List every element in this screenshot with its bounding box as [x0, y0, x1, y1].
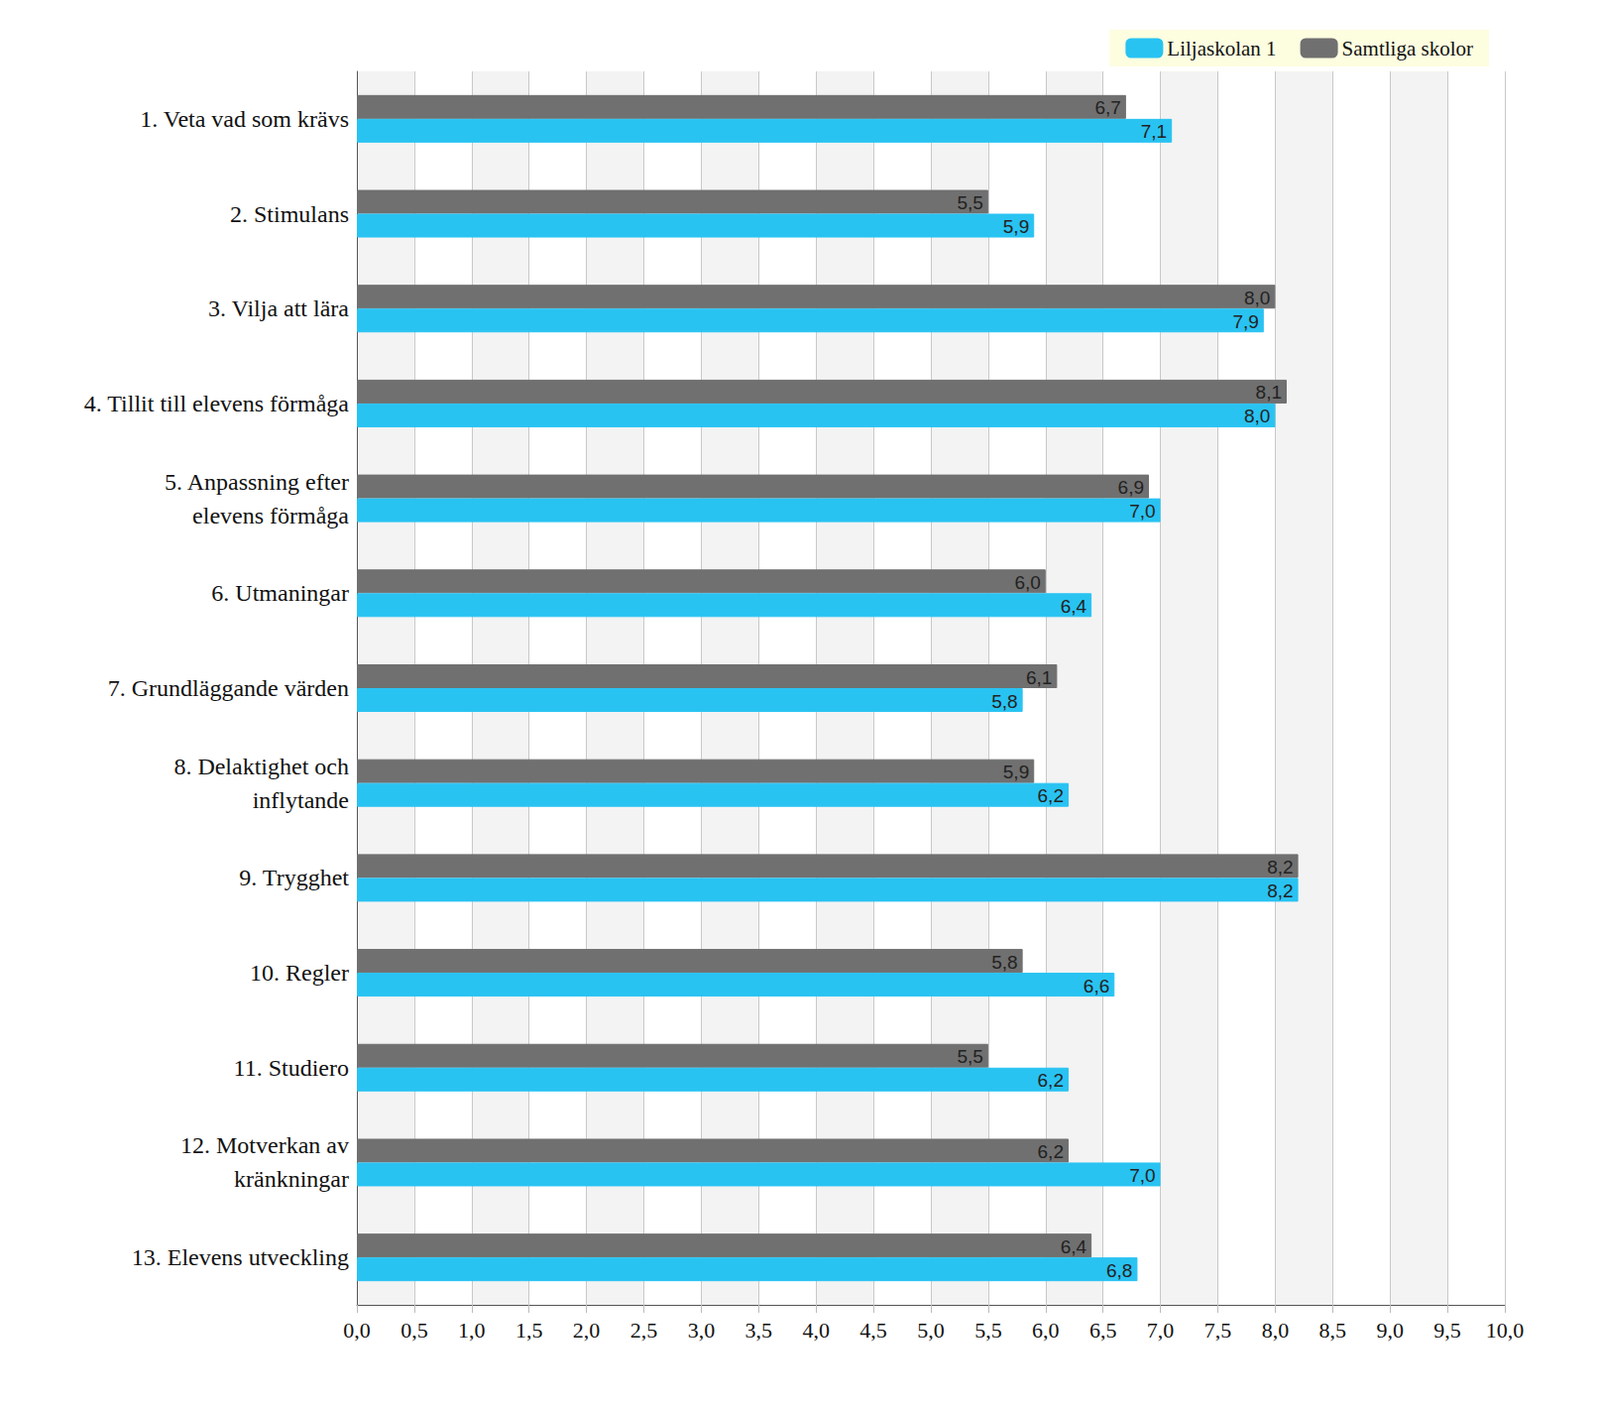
- svg-text:8,2: 8,2: [1266, 880, 1293, 902]
- svg-text:10,0: 10,0: [1485, 1317, 1525, 1343]
- svg-text:6,2: 6,2: [1037, 1069, 1064, 1091]
- svg-text:3,0: 3,0: [687, 1317, 716, 1343]
- svg-text:5. Anpassning efter: 5. Anpassning efter: [164, 468, 349, 495]
- svg-text:4,0: 4,0: [801, 1317, 830, 1343]
- svg-text:5,8: 5,8: [991, 951, 1018, 973]
- svg-text:5,8: 5,8: [991, 690, 1018, 712]
- svg-text:8,0: 8,0: [1244, 405, 1270, 427]
- svg-text:3. Vilja att lära: 3. Vilja att lära: [208, 295, 349, 322]
- svg-text:1. Veta vad som krävs: 1. Veta vad som krävs: [139, 106, 349, 132]
- svg-text:6,9: 6,9: [1118, 476, 1144, 498]
- svg-text:1,5: 1,5: [515, 1317, 544, 1343]
- svg-text:11. Studiero: 11. Studiero: [233, 1054, 349, 1081]
- svg-text:6,1: 6,1: [1026, 667, 1052, 688]
- svg-text:9,0: 9,0: [1375, 1317, 1404, 1343]
- svg-text:7,0: 7,0: [1146, 1317, 1175, 1343]
- svg-text:6,5: 6,5: [1089, 1317, 1118, 1343]
- svg-text:8,0: 8,0: [1261, 1317, 1290, 1343]
- svg-text:6,2: 6,2: [1037, 1141, 1064, 1162]
- svg-text:7,1: 7,1: [1141, 120, 1167, 142]
- svg-text:9,5: 9,5: [1433, 1317, 1462, 1343]
- svg-text:6,7: 6,7: [1094, 97, 1121, 118]
- svg-text:1,0: 1,0: [457, 1317, 486, 1343]
- svg-text:7,0: 7,0: [1129, 500, 1155, 522]
- svg-text:9. Trygghet: 9. Trygghet: [238, 864, 349, 891]
- svg-text:13. Elevens utveckling: 13. Elevens utveckling: [131, 1244, 349, 1270]
- svg-text:5,0: 5,0: [916, 1317, 945, 1343]
- svg-text:2,5: 2,5: [630, 1317, 659, 1343]
- svg-text:5,5: 5,5: [956, 192, 983, 214]
- svg-text:0,0: 0,0: [342, 1317, 371, 1343]
- svg-text:6. Utmaningar: 6. Utmaningar: [211, 579, 349, 606]
- svg-text:4. Tillit till elevens förmåga: 4. Tillit till elevens förmåga: [84, 390, 350, 417]
- svg-text:3,5: 3,5: [745, 1317, 774, 1343]
- svg-text:2,0: 2,0: [572, 1317, 601, 1343]
- svg-text:5,9: 5,9: [1003, 761, 1029, 783]
- svg-text:elevens förmåga: elevens förmåga: [192, 502, 349, 529]
- svg-text:6,8: 6,8: [1106, 1259, 1133, 1281]
- svg-text:8,1: 8,1: [1256, 381, 1282, 403]
- svg-text:5,5: 5,5: [974, 1317, 1003, 1343]
- svg-text:8,5: 8,5: [1319, 1317, 1348, 1343]
- svg-text:inflytande: inflytande: [252, 787, 349, 813]
- svg-text:8,0: 8,0: [1244, 287, 1270, 309]
- svg-text:6,6: 6,6: [1083, 975, 1110, 997]
- svg-text:5,9: 5,9: [1003, 216, 1029, 237]
- svg-text:7. Grundläggande värden: 7. Grundläggande värden: [108, 675, 349, 701]
- svg-text:5,5: 5,5: [956, 1045, 983, 1067]
- svg-text:6,0: 6,0: [1014, 571, 1040, 593]
- svg-text:6,4: 6,4: [1060, 595, 1088, 617]
- svg-text:kränkningar: kränkningar: [233, 1165, 349, 1192]
- svg-text:7,9: 7,9: [1232, 311, 1258, 333]
- svg-text:10. Regler: 10. Regler: [249, 959, 349, 986]
- svg-text:2. Stimulans: 2. Stimulans: [229, 201, 349, 228]
- svg-text:6,4: 6,4: [1060, 1236, 1088, 1258]
- svg-text:7,0: 7,0: [1129, 1164, 1155, 1186]
- svg-text:4,5: 4,5: [859, 1317, 888, 1343]
- svg-text:0,5: 0,5: [400, 1317, 429, 1343]
- svg-text:7,5: 7,5: [1204, 1317, 1233, 1343]
- svg-text:8. Delaktighet och: 8. Delaktighet och: [173, 753, 349, 780]
- svg-text:6,2: 6,2: [1037, 785, 1064, 806]
- svg-text:6,0: 6,0: [1031, 1317, 1060, 1343]
- svg-text:Samtliga skolor: Samtliga skolor: [1342, 36, 1474, 61]
- svg-text:8,2: 8,2: [1266, 856, 1293, 878]
- svg-text:Liljaskolan 1: Liljaskolan 1: [1166, 36, 1276, 61]
- svg-text:12. Motverkan av: 12. Motverkan av: [180, 1132, 349, 1158]
